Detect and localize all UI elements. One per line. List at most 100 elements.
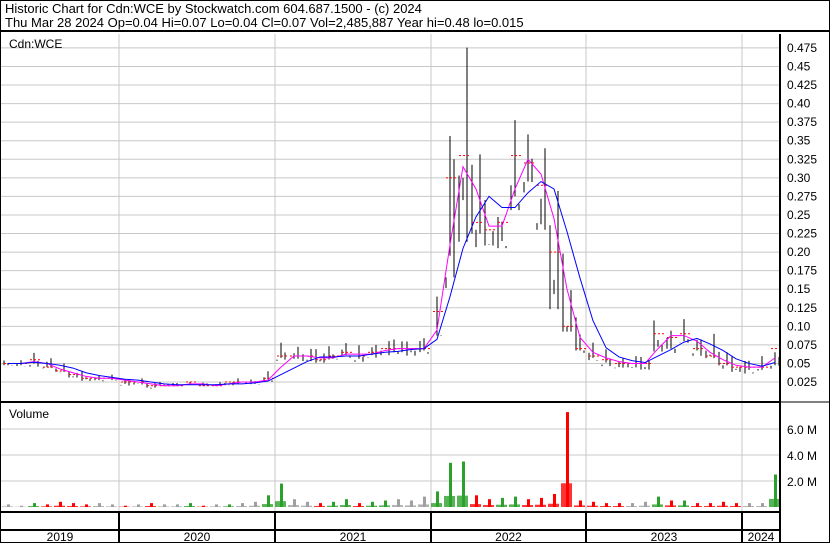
- volume-bar: [631, 503, 634, 507]
- price-tick-label: 0.075: [787, 338, 817, 352]
- volume-bar: [410, 500, 413, 507]
- volume-bar: [358, 503, 361, 507]
- volume-bar: [189, 503, 192, 507]
- volume-bar: [275, 501, 286, 507]
- price-tick-label: 0.275: [787, 189, 817, 203]
- volume-bar: [496, 504, 507, 507]
- volume-bar: [340, 505, 351, 507]
- volume-bar: [566, 412, 569, 507]
- grid-lines: [1, 34, 780, 511]
- volume-bar: [145, 506, 156, 507]
- volume-bar: [137, 504, 140, 507]
- volume-bar: [397, 499, 400, 507]
- volume-bar: [366, 505, 377, 507]
- volume-bar: [158, 506, 169, 507]
- volume-bar: [98, 503, 101, 507]
- volume-bar: [293, 499, 296, 507]
- volume-bar: [210, 506, 221, 507]
- volume-bar: [371, 501, 374, 507]
- volume-tick-label: 6.0 M: [787, 423, 817, 437]
- volume-bar: [423, 496, 426, 507]
- volume-bar: [41, 506, 52, 507]
- volume-bar: [215, 504, 218, 507]
- volume-bar: [132, 506, 143, 507]
- long-moving-average: [8, 180, 776, 386]
- volume-bar: [80, 506, 91, 507]
- volume-bar: [626, 506, 637, 507]
- volume-bar: [72, 503, 75, 507]
- year-label: 2024: [748, 530, 775, 542]
- volume-bar: [553, 494, 556, 507]
- volume-bar: [444, 495, 455, 507]
- volume-bar: [735, 503, 738, 507]
- volume-bar: [535, 504, 546, 507]
- volume-bar: [488, 499, 491, 507]
- volume-bar: [639, 505, 650, 507]
- volume-bar: [202, 505, 205, 507]
- volume-bar: [124, 505, 127, 507]
- volume-bar: [644, 501, 647, 507]
- volume-bar: [769, 498, 780, 507]
- volume-bar: [605, 503, 608, 507]
- volume-bar: [483, 505, 494, 507]
- volume-bar: [54, 505, 65, 507]
- price-tick-label: 0.325: [787, 152, 817, 166]
- volume-bar: [67, 506, 78, 507]
- volume-bar: [587, 505, 598, 507]
- year-label: 2019: [47, 530, 74, 542]
- price-tick-label: 0.475: [787, 41, 817, 55]
- volume-bar: [709, 503, 712, 507]
- price-tick-label: 0.125: [787, 301, 817, 315]
- volume-bar: [540, 497, 543, 507]
- volume-bar: [678, 505, 689, 507]
- volume-bar: [150, 503, 153, 507]
- volume-bar: [514, 496, 517, 507]
- volume-bar: [20, 505, 23, 507]
- volume-bar: [306, 501, 309, 507]
- volume-bar: [33, 503, 36, 507]
- volume-bar: [704, 506, 715, 507]
- volume-bar: [2, 506, 13, 507]
- volume-bar: [691, 506, 702, 507]
- price-tick-label: 0.05: [787, 356, 811, 370]
- volume-bar: [301, 505, 312, 507]
- volume-bar: [327, 505, 338, 507]
- year-label: 2022: [495, 530, 522, 542]
- year-label: 2023: [651, 530, 678, 542]
- chart-header: Historic Chart for Cdn:WCE by Stockwatch…: [1, 1, 829, 32]
- price-tick-label: 0.025: [787, 375, 817, 389]
- volume-bar: [470, 504, 481, 507]
- volume-bar: [665, 505, 676, 507]
- volume-bar: [85, 504, 88, 507]
- volume-bar: [527, 499, 530, 507]
- volume-bar: [613, 506, 624, 507]
- volume-bar: [722, 501, 725, 507]
- volume-bar: [163, 504, 166, 507]
- chart-frame: [1, 34, 829, 542]
- volume-bar: [652, 504, 663, 507]
- volume-bar: [353, 506, 364, 507]
- volume-bar: [262, 504, 273, 507]
- volume-bar: [392, 505, 403, 507]
- volume-bar: [522, 505, 533, 507]
- volume-bar: [280, 483, 283, 507]
- volume-bar: [379, 505, 390, 507]
- volume-bar: [683, 500, 686, 507]
- volume-bar: [561, 483, 572, 507]
- volume-bar: [228, 504, 231, 507]
- volume-bar: [111, 504, 114, 507]
- volume-bar: [657, 496, 660, 507]
- price-tick-label: 0.40: [787, 97, 811, 111]
- axis-labels: 0.025 0.05 0.075 0.10 0.125 0.15 0.175 0.20 0.22…: [9, 37, 817, 542]
- volume-panel-title: Volume: [9, 407, 49, 421]
- year-label: 2021: [340, 530, 367, 542]
- volume-bar: [457, 495, 468, 507]
- volume-bar: [332, 501, 335, 507]
- volume-bars: [2, 412, 780, 507]
- volume-bar: [696, 503, 699, 507]
- volume-bar: [600, 506, 611, 507]
- price-tick-label: 0.375: [787, 115, 817, 129]
- volume-bar: [7, 504, 10, 507]
